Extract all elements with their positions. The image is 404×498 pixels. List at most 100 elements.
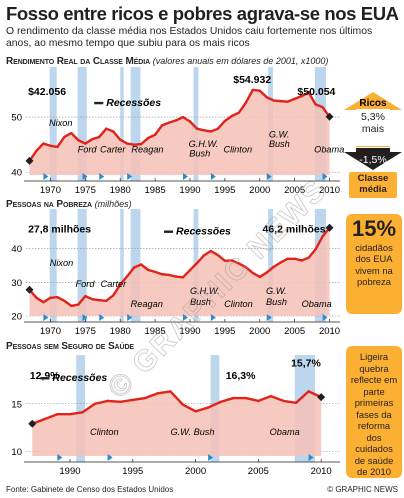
series-line-segment	[181, 403, 197, 413]
series-line-segment	[146, 133, 157, 140]
data-label: 46,2 milhões	[263, 224, 326, 236]
series-line-segment	[314, 103, 324, 109]
president-label: G.H.W.	[189, 139, 219, 149]
x-tick-label: 2010	[319, 326, 340, 337]
x-tick-label: 2000	[249, 326, 270, 337]
series-line-segment	[293, 94, 303, 101]
section-note-income: (valores anuais em dólares de 2001, x100…	[152, 56, 329, 66]
recession-band	[130, 209, 141, 322]
series-line-segment	[42, 142, 52, 147]
president-label: Ford	[78, 144, 98, 154]
x-tick-label: 1985	[145, 185, 166, 196]
inauguration-marker	[43, 173, 49, 180]
series-line-segment	[188, 120, 199, 130]
series-line-segment	[294, 390, 310, 404]
y-tick-label: 20	[11, 312, 22, 323]
credit: © GRAPHIC NEWS	[327, 485, 398, 494]
series-line-segment	[125, 266, 136, 278]
series-line-segment	[167, 119, 178, 124]
x-tick-label: 2000	[249, 185, 270, 196]
data-label: 27,8 milhões	[28, 224, 91, 236]
series-line-segment	[153, 124, 164, 136]
data-label: 16,3%	[226, 370, 256, 382]
president-label: Reagan	[131, 144, 163, 154]
series-line-segment	[258, 271, 268, 279]
series-line-segment	[307, 248, 317, 259]
income-change-panel: Ricos 5,3% mais -1,5% Classe média	[344, 92, 402, 198]
y-tick-label: 40	[11, 244, 22, 255]
inauguration-marker	[266, 314, 272, 321]
series-line-segment	[251, 271, 261, 279]
y-tick-label: 10	[11, 447, 22, 458]
data-point-marker	[25, 156, 34, 165]
inauguration-marker	[322, 173, 328, 180]
recession-band	[130, 67, 141, 181]
x-tick-label: 1975	[75, 326, 96, 337]
president-label: Clinton	[223, 144, 252, 154]
series-line-segment	[42, 296, 52, 304]
inauguration-marker	[127, 314, 133, 321]
series-line-segment	[169, 390, 185, 406]
x-tick-label: 1980	[110, 326, 131, 337]
series-line-segment	[118, 138, 129, 145]
series-line-segment	[93, 399, 109, 405]
series-line-segment	[174, 115, 185, 122]
series-line-segment	[230, 259, 241, 265]
data-label: 15,7%	[291, 358, 321, 370]
series-line-segment	[209, 127, 220, 133]
inauguration-marker	[183, 314, 188, 321]
x-tick-label: 2005	[284, 326, 305, 337]
middle-label-box	[349, 172, 397, 198]
recession-band	[120, 209, 124, 322]
recession-band	[76, 355, 86, 462]
series-line-segment	[132, 263, 143, 269]
data-point-marker	[325, 112, 334, 121]
inauguration-marker	[127, 173, 133, 180]
series-line-segment	[286, 97, 296, 103]
x-tick-label: 1995	[214, 185, 235, 196]
series-line-segment	[68, 411, 84, 416]
data-label: $50.054	[297, 86, 335, 98]
insurance-text: Ligeira quebra reflecte em parte primeir…	[350, 351, 398, 477]
x-tick-label: 1990	[179, 326, 200, 337]
series-line-segment	[216, 119, 227, 130]
series-line-segment	[118, 275, 129, 286]
inauguration-marker	[57, 454, 63, 461]
series-line-segment	[153, 270, 164, 276]
inauguration-marker	[43, 314, 49, 321]
inauguration-marker	[208, 454, 214, 461]
section-title-insurance: Pessoas sem Seguro de Saúde	[6, 341, 134, 352]
series-area	[29, 227, 330, 316]
data-point-marker	[317, 393, 326, 402]
series-line-segment	[237, 101, 248, 114]
series-line-segment	[139, 136, 150, 146]
series-line-segment	[77, 139, 87, 145]
chart-insurance: 10 15 1990 1995 2000 2005 2010 Clinton G.W. Bush…	[11, 355, 340, 477]
series-line-segment	[106, 399, 122, 404]
series-line-segment	[258, 89, 268, 99]
series-line-segment	[244, 88, 254, 104]
y-tick-label: 40	[11, 168, 22, 179]
rich-value: 5,3% mais	[361, 111, 385, 135]
series-line-segment	[307, 91, 317, 106]
inauguration-marker	[107, 454, 113, 461]
series-line-segment	[112, 283, 122, 297]
data-point-marker	[25, 285, 34, 294]
inauguration-marker	[99, 314, 105, 321]
down-arrow	[344, 148, 402, 170]
president-label: Bush	[266, 297, 287, 307]
series-area	[32, 391, 322, 456]
inauguration-marker	[99, 173, 105, 180]
series-line-segment	[144, 392, 160, 400]
chart-income: 40 50 1970 1975 1980 1985 1990 1995 2000 2005 2010…	[11, 67, 344, 196]
series-line-segment	[112, 130, 122, 141]
section-title-income: Rendimento Real da Classe Média (valores…	[6, 56, 328, 67]
inauguration-marker	[210, 173, 216, 180]
series-line-segment	[195, 254, 206, 265]
president-label: Obama	[314, 144, 344, 154]
x-tick-label: 1990	[179, 185, 200, 196]
inauguration-marker	[210, 314, 216, 321]
president-label: Reagan	[131, 299, 163, 309]
x-tick-label: 1995	[122, 466, 143, 477]
inauguration-marker	[322, 314, 328, 321]
